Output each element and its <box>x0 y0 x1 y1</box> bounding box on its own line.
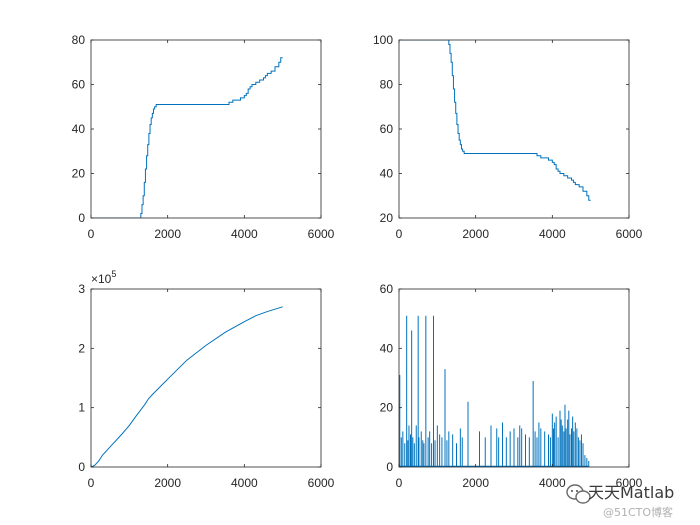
subplot-1: 0 2000 4000 6000 0 20 40 60 80 <box>72 33 335 241</box>
y-tick-label: 2 <box>78 341 85 355</box>
y-tick-label: 40 <box>72 122 86 136</box>
y-tick-label: 100 <box>373 33 393 47</box>
y-tick-label: 40 <box>380 167 394 181</box>
x-tick-label: 2000 <box>154 227 181 241</box>
y-tick-label: 60 <box>72 78 86 92</box>
y-tick-label: 20 <box>72 167 86 181</box>
y-tick-label: 40 <box>380 341 394 355</box>
x-tick-label: 6000 <box>616 227 643 241</box>
axes-box <box>90 288 322 468</box>
y-tick-label: 3 <box>78 282 85 296</box>
x-tick-label: 6000 <box>308 476 335 490</box>
x-tick-label: 4000 <box>539 227 566 241</box>
y-tick-label: 0 <box>78 211 85 225</box>
y-tick-label: 0 <box>386 460 393 474</box>
subplot-2: 0 2000 4000 6000 20 40 60 80 100 <box>373 33 643 241</box>
y-tick-label: 60 <box>380 122 394 136</box>
y-tick-label: 1 <box>78 401 85 415</box>
x-tick-label: 4000 <box>539 476 566 490</box>
y-exponent-power: 5 <box>111 269 116 279</box>
series-line-1 <box>399 40 591 201</box>
x-tick-label: 6000 <box>616 476 643 490</box>
x-tick-label: 2000 <box>154 476 181 490</box>
y-tick-label: 0 <box>78 460 85 474</box>
watermark-subtitle: @51CTO博客 <box>603 505 673 519</box>
x-tick-label: 2000 <box>462 227 489 241</box>
watermark: 天天Matlab @51CTO博客 <box>566 483 674 519</box>
y-tick-label: 80 <box>72 33 86 47</box>
series-line-1 <box>91 57 283 218</box>
x-tick-label: 0 <box>88 227 95 241</box>
y-tick-label: 20 <box>380 401 394 415</box>
axes-box <box>398 288 630 468</box>
x-tick-label: 4000 <box>231 227 258 241</box>
x-tick-label: 6000 <box>308 227 335 241</box>
wechat-icon <box>566 484 591 504</box>
x-tick-label: 2000 <box>462 476 489 490</box>
y-tick-label: 20 <box>380 211 394 225</box>
x-tick-label: 4000 <box>231 476 258 490</box>
y-tick-label: 80 <box>380 78 394 92</box>
series-line-1 <box>91 306 283 467</box>
x-tick-label: 0 <box>396 476 403 490</box>
subplot-3: 0 2000 4000 6000 0 1 2 3 ×105 <box>78 269 334 490</box>
x-tick-label: 0 <box>396 227 403 241</box>
subplot-4: 0 2000 4000 6000 0 20 40 60 <box>380 282 643 490</box>
watermark-title: 天天Matlab <box>588 483 674 502</box>
x-tick-label: 0 <box>88 476 95 490</box>
y-tick-label: 60 <box>380 282 394 296</box>
y-exponent-label: ×105 <box>91 269 116 286</box>
